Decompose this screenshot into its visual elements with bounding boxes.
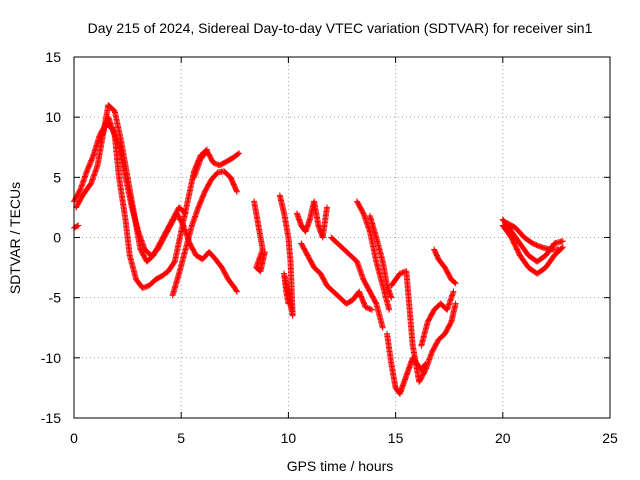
data-point xyxy=(285,300,292,307)
y-tick-label: -10 xyxy=(41,350,61,366)
data-point xyxy=(555,246,562,253)
data-point xyxy=(450,288,457,295)
series-arc-a xyxy=(71,120,240,295)
y-tick-label: 10 xyxy=(45,109,61,125)
data-point xyxy=(236,150,243,157)
series-arc-p xyxy=(418,288,457,349)
data-point xyxy=(559,238,566,245)
data-point xyxy=(233,288,240,295)
data-point xyxy=(559,244,566,251)
series-arc-s xyxy=(499,222,566,277)
data-point xyxy=(452,300,459,307)
data-point xyxy=(379,324,386,331)
x-tick-label: 0 xyxy=(70,430,78,446)
series-arc-c xyxy=(98,114,210,292)
x-tick-label: 5 xyxy=(177,430,185,446)
series-arc-j xyxy=(298,240,376,313)
chart-title: Day 215 of 2024, Sidereal Day-to-day VTE… xyxy=(88,20,593,36)
x-tick-label: 20 xyxy=(495,430,511,446)
axis-ticks: 0 5 10 15 20 25 -15 -10 -5 0 5 10 15 xyxy=(41,49,618,446)
data-point xyxy=(451,279,458,286)
series-arc-t xyxy=(504,220,562,253)
data-point xyxy=(74,223,81,230)
data-point xyxy=(558,245,565,252)
data-point xyxy=(233,188,240,195)
data-point xyxy=(372,299,379,306)
data-point xyxy=(75,222,82,229)
data-point xyxy=(323,204,330,211)
grid xyxy=(74,57,610,418)
series-arc-k xyxy=(328,234,386,331)
series-arc-o xyxy=(388,268,459,385)
x-axis-label: GPS time / hours xyxy=(287,458,394,474)
y-tick-label: 5 xyxy=(53,169,61,185)
y-tick-label: -5 xyxy=(49,290,62,306)
data-point xyxy=(386,306,393,313)
series-arc-m xyxy=(366,212,395,301)
series-arc-g xyxy=(251,198,268,275)
y-tick-label: -15 xyxy=(41,410,61,426)
series-arc-d xyxy=(169,168,240,299)
series-arc-f xyxy=(71,222,82,231)
series-arc-q xyxy=(431,246,459,287)
data-point xyxy=(233,287,240,294)
y-tick-label: 0 xyxy=(53,230,61,246)
data-point xyxy=(388,294,395,301)
data-point xyxy=(233,187,240,194)
series-arc-i xyxy=(293,198,330,241)
x-tick-label: 15 xyxy=(388,430,404,446)
series-arc-e xyxy=(191,147,243,181)
data-point xyxy=(452,280,459,287)
data-point xyxy=(261,248,268,255)
data-point xyxy=(235,151,242,158)
y-tick-label: 15 xyxy=(45,49,61,65)
series-arc-h xyxy=(276,192,296,319)
x-tick-label: 10 xyxy=(281,430,297,446)
x-tick-label: 25 xyxy=(602,430,618,446)
y-axis-label: SDTVAR / TECUs xyxy=(7,182,23,294)
data-point xyxy=(369,306,376,313)
data-points xyxy=(71,102,566,397)
